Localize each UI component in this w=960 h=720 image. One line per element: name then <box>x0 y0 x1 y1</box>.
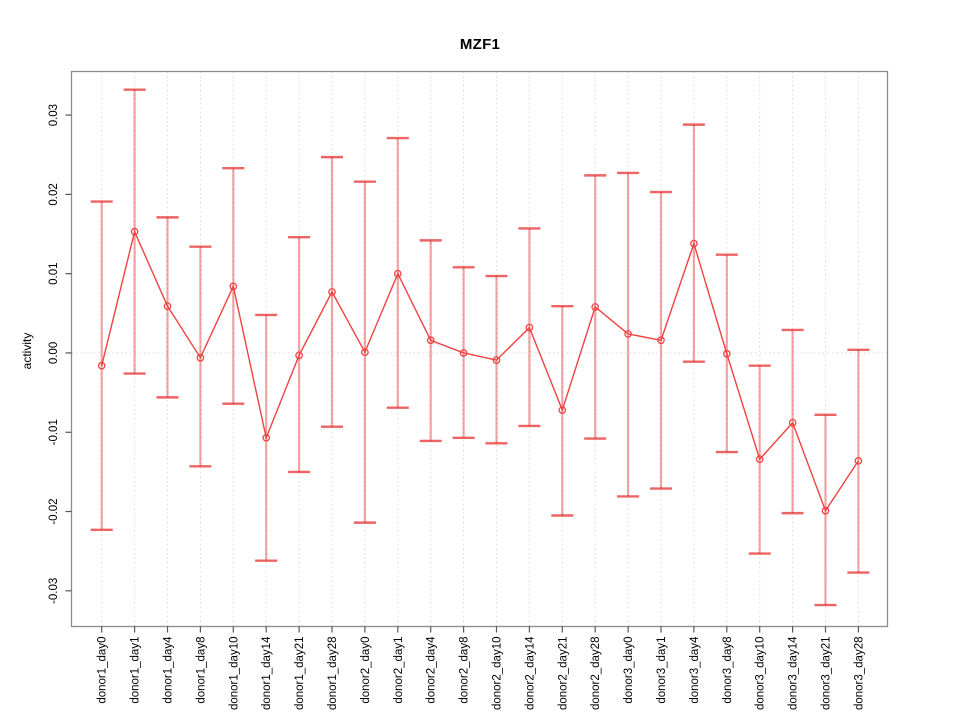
data-point <box>492 356 501 364</box>
y-tick-label: -0.02 <box>48 498 60 524</box>
x-tick-label: donor2_day10 <box>492 637 504 711</box>
data-point <box>788 418 797 427</box>
data-point <box>854 456 863 465</box>
data-point <box>525 323 534 332</box>
x-tick-label: donor1_day0 <box>97 637 109 704</box>
data-point <box>821 506 830 515</box>
data-point <box>163 302 172 311</box>
y-tick-label: 0.01 <box>48 262 60 284</box>
data-point <box>690 239 698 248</box>
data-point <box>722 349 731 358</box>
y-tick-label: -0.01 <box>48 419 60 445</box>
data-point <box>558 406 567 414</box>
data-point <box>624 330 632 338</box>
x-tick-label: donor3_day0 <box>623 637 635 704</box>
data-point <box>328 288 336 296</box>
chart-title: MZF1 <box>459 36 501 53</box>
series-line <box>101 229 859 513</box>
data-point <box>591 303 600 311</box>
data-point <box>393 269 402 278</box>
data-point <box>97 361 106 370</box>
x-tick-label: donor1_day8 <box>195 637 207 704</box>
x-tick-label: donor1_day21 <box>294 637 306 711</box>
data-point <box>295 351 303 360</box>
x-tick-label: donor2_day0 <box>360 637 372 704</box>
x-tick-label: donor1_day4 <box>163 636 175 704</box>
x-tick-label: donor1_day28 <box>327 637 339 711</box>
y-tick-label: 0.00 <box>48 342 60 364</box>
data-point <box>229 282 238 291</box>
x-tick-label: donor2_day21 <box>557 637 569 711</box>
x-tick-label: donor2_day8 <box>459 637 471 704</box>
x-tick-label: donor2_day28 <box>590 637 602 711</box>
data-point <box>196 353 205 362</box>
y-axis-title-text: activity <box>20 332 34 370</box>
y-tick-label: 0.02 <box>48 183 60 205</box>
y-tick-label: 0.03 <box>48 104 60 126</box>
x-tick-label: donor2_day14 <box>524 636 536 710</box>
x-tick-label: donor1_day10 <box>228 637 240 711</box>
x-tick-label: donor2_day1 <box>393 637 405 704</box>
y-tick-label: -0.03 <box>48 578 60 604</box>
data-point <box>361 348 369 357</box>
x-tick-label: donor3_day21 <box>821 637 833 711</box>
x-tick-label: donor3_day28 <box>853 637 865 711</box>
x-tick-label: donor3_day1 <box>656 637 668 704</box>
x-tick-label: donor1_day1 <box>130 637 142 704</box>
x-tick-label: donor3_day14 <box>788 636 800 710</box>
x-tick-label: donor3_day4 <box>689 636 701 704</box>
data-point <box>755 455 764 464</box>
data-point <box>130 227 139 236</box>
x-tick-label: donor1_day14 <box>261 636 273 710</box>
x-tick-label: donor3_day10 <box>755 637 767 711</box>
data-point <box>262 433 271 442</box>
data-point <box>459 349 468 357</box>
plot-box <box>70 70 889 628</box>
x-tick-label: donor3_day8 <box>722 637 734 704</box>
data-point <box>657 336 665 345</box>
data-point <box>426 336 435 345</box>
x-tick-label: donor2_day4 <box>426 636 438 704</box>
